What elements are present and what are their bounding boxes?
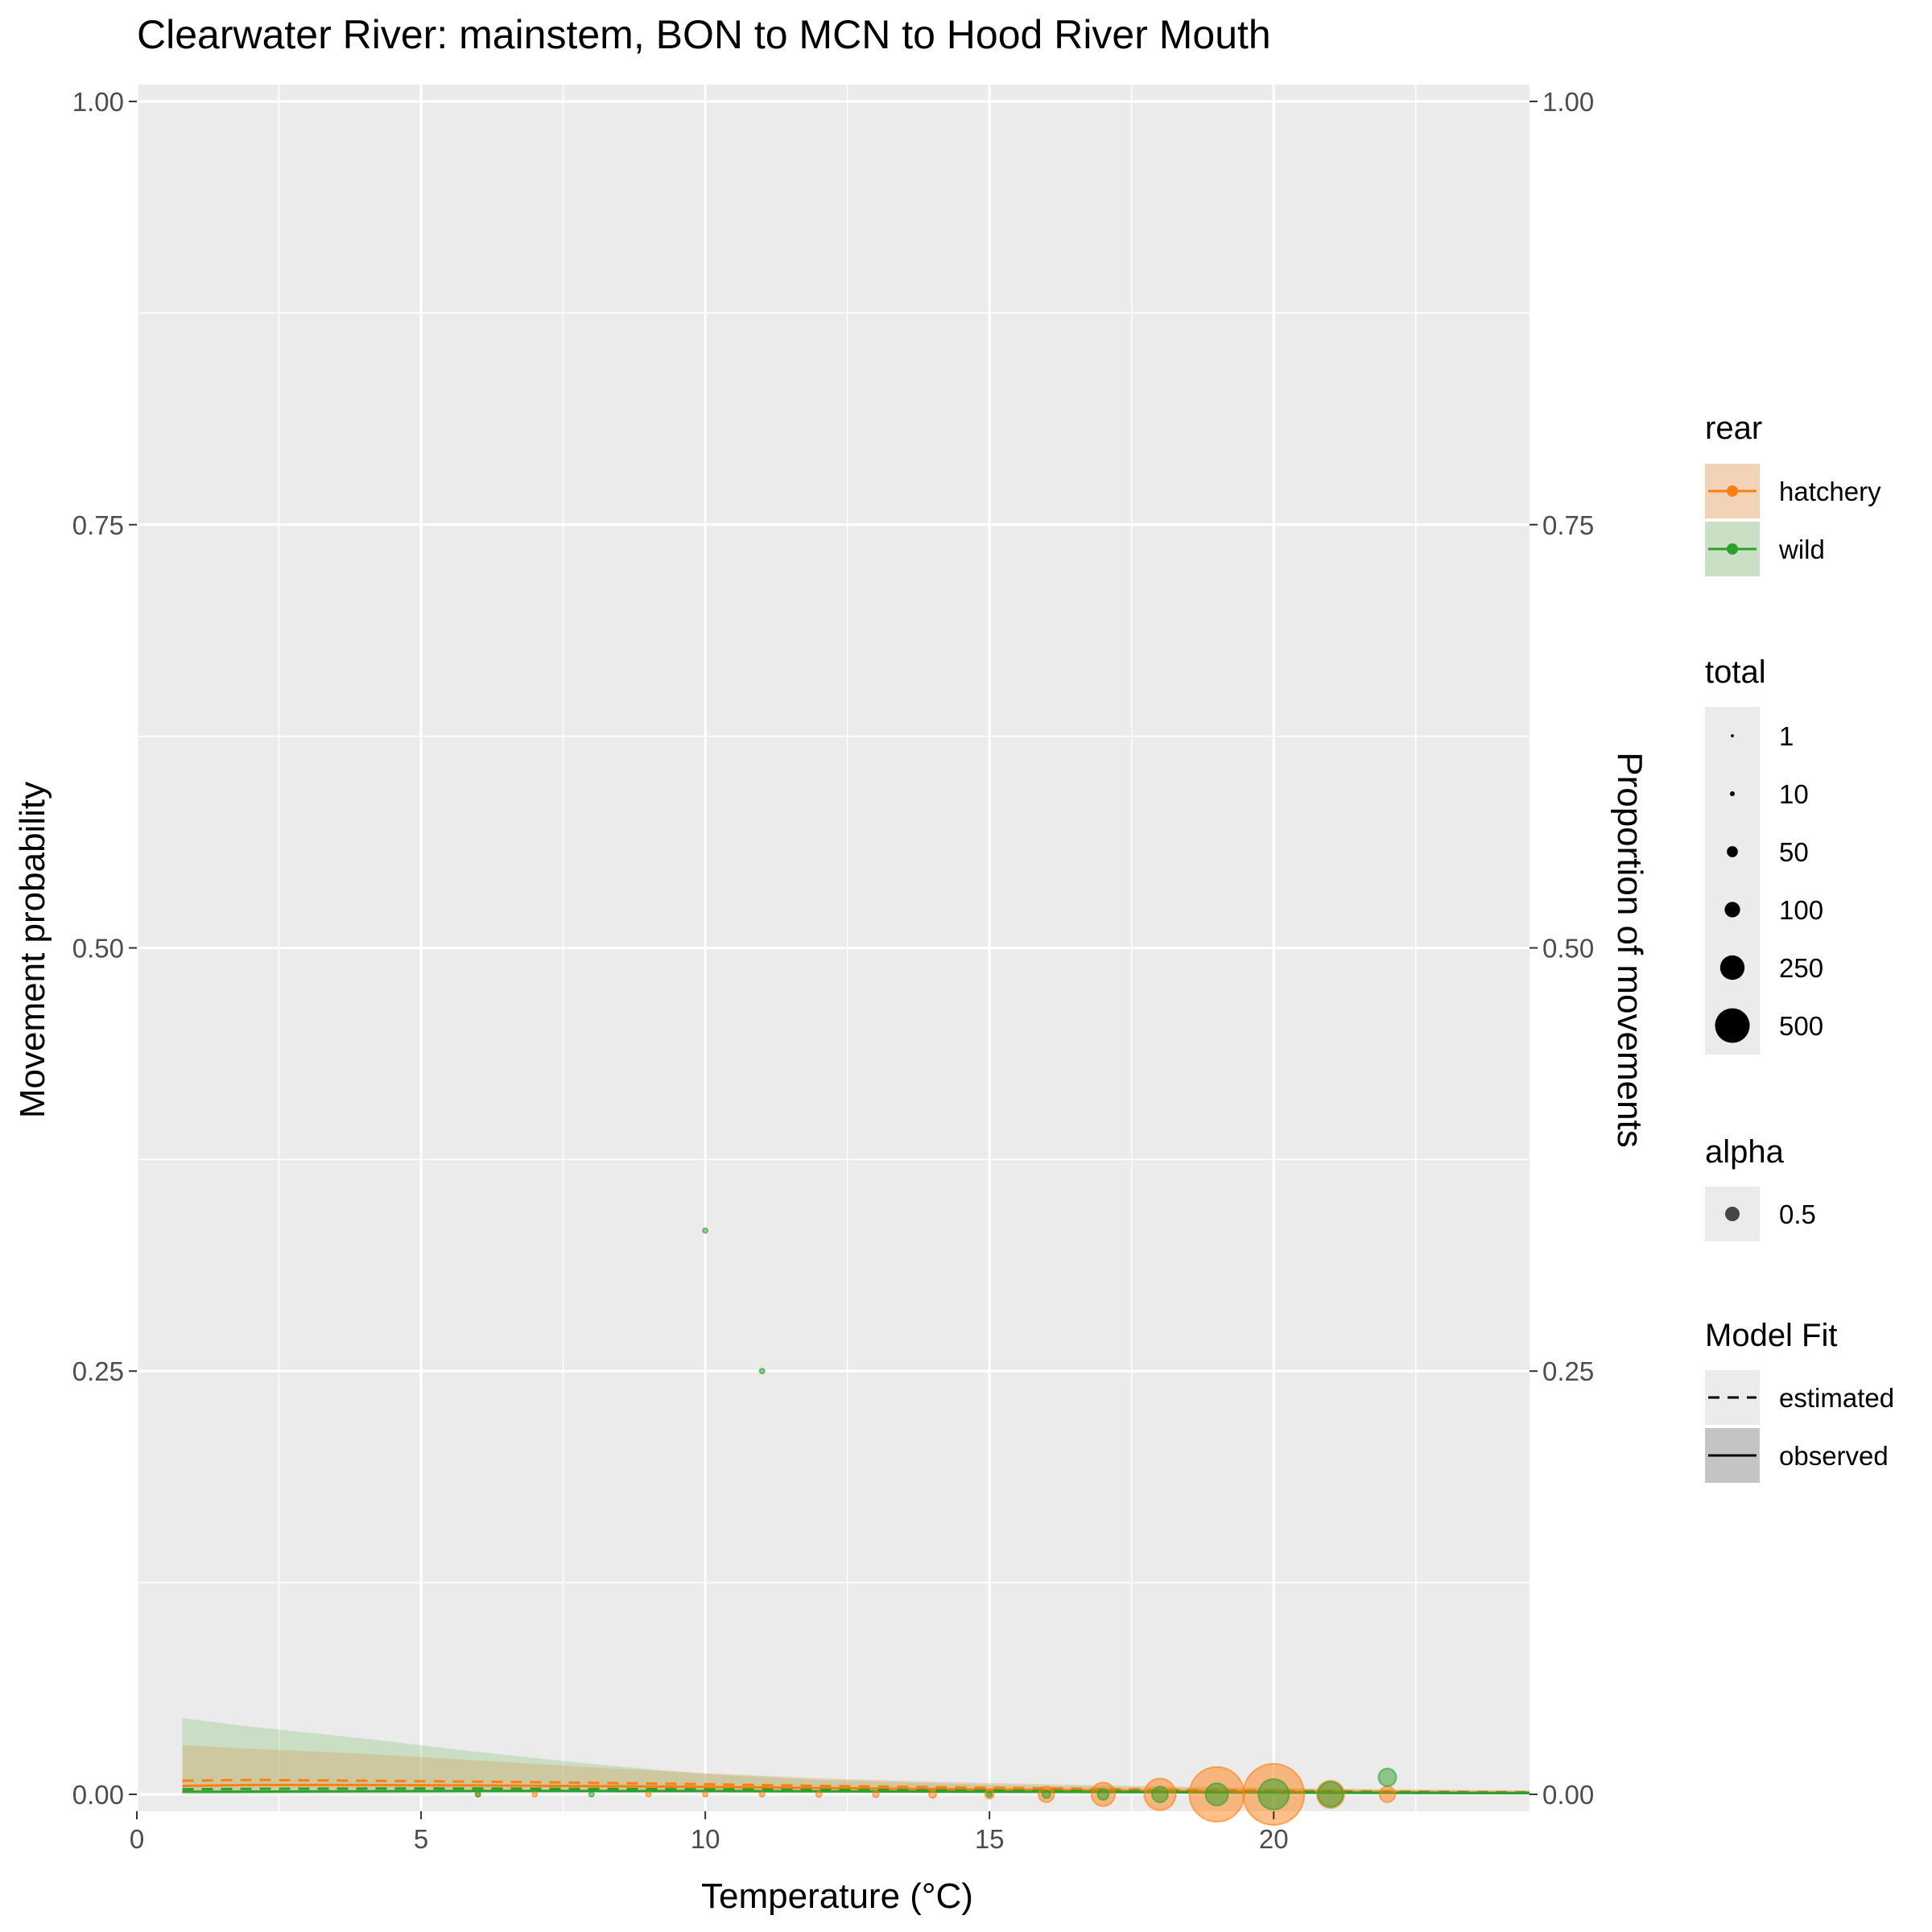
- legend-key-hatchery-dot: [1727, 485, 1738, 497]
- ribbon-wild: [182, 1718, 1530, 1794]
- point-wild: [1096, 1788, 1110, 1801]
- legend-label-alpha: 0.5: [1779, 1199, 1816, 1229]
- y2-tick-label: 1.00: [1542, 87, 1594, 117]
- point-wild: [1204, 1782, 1229, 1806]
- point-wild: [758, 1368, 766, 1375]
- point-hatchery: [531, 1791, 539, 1798]
- y-tick-label: 0.00: [72, 1780, 124, 1810]
- data-points: [474, 1227, 1397, 1826]
- y2-tick-label: 0.50: [1542, 934, 1594, 964]
- y-tick-label: 1.00: [72, 87, 124, 117]
- point-wild: [474, 1791, 481, 1798]
- legend-label-total-500: 500: [1779, 1011, 1823, 1041]
- point-wild: [1257, 1778, 1290, 1810]
- legend-key-wild: [1705, 522, 1760, 576]
- legend-label-hatchery: hatchery: [1779, 477, 1881, 506]
- point-wild: [986, 1791, 993, 1798]
- legend-key-hatchery: [1705, 464, 1760, 518]
- legend-total-key-100: [1724, 902, 1740, 918]
- chart-title: Clearwater River: mainstem, BON to MCN t…: [137, 12, 1271, 57]
- point-wild: [588, 1791, 595, 1798]
- point-hatchery: [872, 1790, 880, 1798]
- point-hatchery: [815, 1790, 823, 1798]
- legend-title-rear: rear: [1705, 411, 1762, 446]
- axes: 0 5 10 15 20 0.00 0.00 0.25 0.25 0.50 0.50 0.75 0.75…: [72, 87, 1594, 1854]
- legend-total-key-500: [1715, 1008, 1750, 1043]
- legend-label-estimated: estimated: [1779, 1383, 1894, 1413]
- legend-total-key-1: [1731, 734, 1734, 737]
- y2-tick-label: 0.25: [1542, 1356, 1594, 1386]
- legend-label-total-100: 100: [1779, 895, 1823, 925]
- point-hatchery: [702, 1791, 709, 1798]
- legend-total-keys-bg: [1705, 707, 1760, 1055]
- x-tick-label: 10: [691, 1824, 720, 1854]
- legend-label-observed: observed: [1779, 1441, 1889, 1471]
- legend-title-model-fit: Model Fit: [1705, 1318, 1838, 1353]
- x-tick-label: 15: [975, 1824, 1005, 1854]
- legend-total-key-50: [1727, 846, 1738, 857]
- point-hatchery: [645, 1791, 652, 1798]
- point-wild: [1317, 1781, 1344, 1808]
- y-tick-label: 0.75: [72, 510, 124, 540]
- legend-label-total-1: 1: [1779, 721, 1794, 751]
- legend: rear hatchery wild total 1 10 50 100 250…: [1705, 411, 1894, 1483]
- point-wild: [702, 1227, 709, 1234]
- legend-alpha-key-dot: [1725, 1207, 1740, 1221]
- y-tick-label: 0.25: [72, 1356, 124, 1386]
- point-hatchery: [1378, 1785, 1397, 1803]
- x-tick-label: 20: [1259, 1824, 1289, 1854]
- y-axis-title: Movement probability: [13, 782, 52, 1118]
- point-wild: [1151, 1785, 1169, 1803]
- legend-total-keys: [1715, 734, 1750, 1043]
- y2-axis-title: Proportion of movements: [1610, 752, 1649, 1148]
- legend-total-key-250: [1719, 955, 1745, 980]
- legend-title-total: total: [1705, 654, 1766, 690]
- y-tick-label: 0.50: [72, 934, 124, 964]
- legend-key-wild-dot: [1727, 543, 1738, 555]
- grid: [135, 85, 1530, 1811]
- legend-label-total-250: 250: [1779, 953, 1823, 983]
- point-wild: [1377, 1767, 1397, 1787]
- legend-label-total-50: 50: [1779, 837, 1809, 867]
- legend-label-wild: wild: [1778, 535, 1825, 564]
- legend-label-total-10: 10: [1779, 779, 1809, 809]
- legend-title-alpha: alpha: [1705, 1134, 1785, 1170]
- legend-total-key-10: [1729, 791, 1736, 797]
- point-wild: [1041, 1790, 1051, 1799]
- y2-tick-label: 0.75: [1542, 510, 1594, 540]
- x-axis-title: Temperature (°C): [701, 1876, 973, 1916]
- point-hatchery: [758, 1790, 766, 1798]
- x-tick-label: 5: [414, 1824, 428, 1854]
- y2-tick-label: 0.00: [1542, 1780, 1594, 1810]
- point-hatchery: [928, 1790, 937, 1799]
- x-tick-label: 0: [130, 1824, 144, 1854]
